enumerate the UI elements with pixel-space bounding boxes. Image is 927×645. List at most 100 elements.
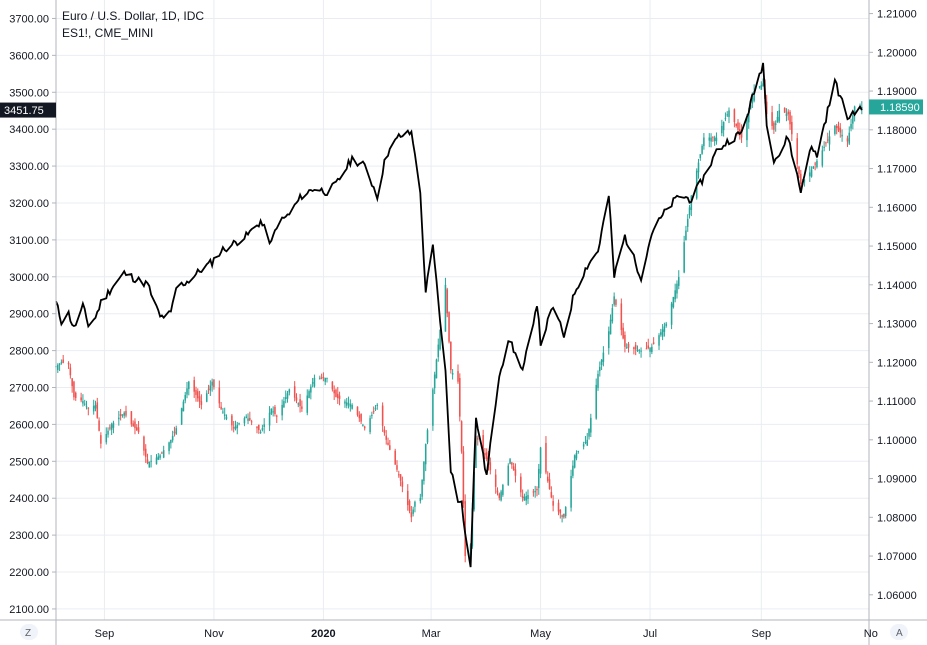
candle xyxy=(735,123,737,128)
candle xyxy=(85,400,88,410)
candle xyxy=(406,484,409,511)
candle xyxy=(686,214,689,232)
candle xyxy=(588,428,590,440)
candle xyxy=(286,390,289,403)
candle xyxy=(546,471,549,483)
candle xyxy=(281,399,283,421)
time-tick-label: Mar xyxy=(422,628,441,640)
candle xyxy=(408,499,411,514)
candle xyxy=(810,166,813,178)
time-axis[interactable]: Sep Nov 2020 Mar May Jul Sep No xyxy=(95,628,878,640)
left-tick-label: 3100.00 xyxy=(9,235,49,247)
candle xyxy=(333,385,335,401)
candle xyxy=(825,141,827,147)
candle xyxy=(507,463,510,486)
auto-scale-button[interactable]: A xyxy=(890,624,908,640)
candle xyxy=(372,406,375,415)
candle xyxy=(356,406,359,417)
candle xyxy=(232,420,235,433)
candle xyxy=(107,427,109,438)
candle xyxy=(545,436,547,475)
candle xyxy=(677,270,680,290)
candle xyxy=(383,426,386,436)
candle xyxy=(313,374,316,388)
candle xyxy=(168,441,170,455)
legend-subtitle: ES1!, CME_MINI xyxy=(62,26,153,40)
candle xyxy=(112,420,115,434)
candle xyxy=(73,380,75,401)
candle xyxy=(295,393,298,404)
candle xyxy=(146,453,149,465)
candle xyxy=(826,132,829,144)
candle xyxy=(575,450,578,461)
left-axis[interactable]: 3700.00 3600.00 3500.00 3400.00 3300.00 3200.… xyxy=(9,13,56,616)
candle xyxy=(198,390,201,408)
candle xyxy=(109,424,111,431)
candle xyxy=(613,292,615,307)
candle xyxy=(225,414,228,421)
candle xyxy=(130,411,133,427)
left-tick-label: 3300.00 xyxy=(9,161,49,173)
candle xyxy=(360,413,362,425)
right-tick-label: 1.15000 xyxy=(877,241,917,253)
candle xyxy=(688,204,691,219)
candle xyxy=(347,396,350,409)
candle xyxy=(424,443,427,472)
candle xyxy=(722,121,725,137)
candle xyxy=(419,493,422,504)
left-tick-label: 2900.00 xyxy=(9,309,49,321)
candle xyxy=(250,419,253,426)
candle xyxy=(514,463,517,483)
candle xyxy=(816,158,818,169)
candle xyxy=(211,378,213,392)
candle xyxy=(121,414,124,418)
candle xyxy=(837,121,840,133)
candle xyxy=(550,486,553,499)
candle xyxy=(494,469,497,494)
candle xyxy=(399,474,402,487)
candle xyxy=(512,462,515,471)
legend-title: Euro / U.S. Dollar, 1D, IDC xyxy=(62,9,204,23)
candle xyxy=(563,513,565,519)
candle xyxy=(137,421,140,434)
log-scale-button[interactable]: Z xyxy=(20,624,38,640)
candle xyxy=(652,337,655,345)
candle xyxy=(398,470,400,478)
candle xyxy=(351,403,353,410)
right-tick-label: 1.18000 xyxy=(877,125,917,137)
candle xyxy=(640,347,642,358)
right-axis[interactable]: 1.21000 1.20000 1.19000 1.18000 1.17000 1.160… xyxy=(869,9,917,602)
candle xyxy=(62,355,64,364)
candle xyxy=(758,85,761,89)
candle xyxy=(209,380,212,396)
candle xyxy=(462,446,465,508)
candle xyxy=(740,124,743,143)
log-scale-label: Z xyxy=(25,628,31,639)
candle xyxy=(599,361,601,377)
candle xyxy=(82,394,84,407)
candle xyxy=(846,135,849,147)
candle xyxy=(573,454,576,469)
time-tick-label: Sep xyxy=(752,628,772,640)
candle xyxy=(634,342,637,356)
candle xyxy=(299,393,301,413)
candle xyxy=(607,326,610,355)
candle xyxy=(627,341,630,353)
candle xyxy=(437,338,440,362)
candle xyxy=(96,397,99,419)
candle xyxy=(69,363,72,379)
left-tick-label: 2500.00 xyxy=(9,456,49,468)
candle xyxy=(118,410,120,426)
candle xyxy=(326,377,328,383)
left-tick-label: 3400.00 xyxy=(9,124,49,136)
candle xyxy=(421,479,423,500)
left-tick-label: 3200.00 xyxy=(9,198,49,210)
candle xyxy=(448,311,450,344)
candle xyxy=(835,123,838,135)
candle xyxy=(435,358,438,379)
candle xyxy=(611,304,614,324)
right-price-tag: 1.18590 xyxy=(869,99,923,115)
candle xyxy=(789,110,791,130)
candle xyxy=(557,499,560,516)
